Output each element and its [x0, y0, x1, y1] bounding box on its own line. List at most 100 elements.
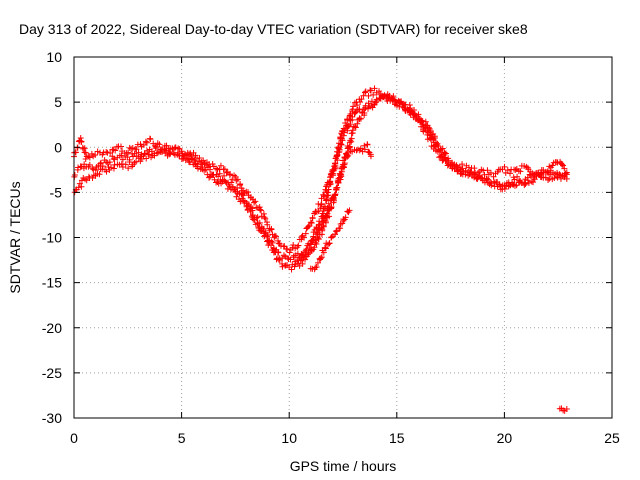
data-point [328, 234, 335, 241]
data-point [178, 148, 185, 155]
data-point [130, 153, 137, 160]
data-point [390, 93, 397, 100]
data-point [330, 195, 337, 202]
data-point [240, 192, 247, 199]
x-tick-label: 0 [70, 430, 78, 446]
data-point [264, 221, 271, 228]
data-point [223, 169, 230, 176]
data-point [554, 171, 561, 178]
data-point [78, 138, 85, 145]
data-point [318, 200, 325, 207]
data-point [415, 116, 422, 123]
data-point [346, 144, 353, 151]
data-point [362, 88, 369, 95]
data-point [301, 234, 308, 241]
data-point [349, 106, 356, 113]
data-point [325, 192, 332, 199]
data-point [346, 207, 353, 214]
data-point [251, 216, 258, 223]
data-point [517, 168, 524, 175]
data-point [289, 244, 296, 251]
data-point [241, 199, 248, 206]
data-point [112, 147, 119, 154]
data-point [341, 161, 348, 168]
y-tick-label: -5 [50, 184, 63, 200]
data-point [358, 96, 365, 103]
series-track-e [307, 207, 353, 273]
data-point [97, 159, 104, 166]
data-point [275, 256, 282, 263]
data-point [254, 214, 261, 221]
data-point [305, 223, 312, 230]
data-point [313, 240, 320, 247]
data-point [78, 183, 85, 190]
data-point [195, 165, 202, 172]
x-tick-label: 15 [389, 430, 405, 446]
y-tick-label: 0 [54, 139, 62, 155]
data-point [82, 155, 89, 162]
data-point [321, 193, 328, 200]
data-point [280, 252, 287, 259]
data-point [442, 150, 449, 157]
data-point [334, 157, 341, 164]
data-point [423, 127, 430, 134]
data-point [488, 182, 495, 189]
data-point [561, 165, 568, 172]
data-point [471, 165, 478, 172]
series-track-c [71, 91, 570, 273]
data-point [483, 175, 490, 182]
data-point [331, 231, 338, 238]
data-point [234, 190, 241, 197]
data-point [459, 171, 466, 178]
data-point [117, 143, 124, 150]
data-point [313, 264, 320, 271]
data-point [507, 170, 514, 177]
data-point [317, 255, 324, 262]
data-point [226, 183, 233, 190]
data-point [103, 149, 110, 156]
data-point [327, 180, 334, 187]
data-point [334, 184, 341, 191]
data-point [487, 179, 494, 186]
data-point [318, 254, 325, 261]
data-point [438, 152, 445, 159]
data-point [411, 111, 418, 118]
data-point [110, 165, 117, 172]
data-point [143, 155, 150, 162]
data-point [365, 92, 372, 99]
data-point [209, 171, 216, 178]
data-point [140, 141, 147, 148]
data-point [332, 160, 339, 167]
data-point [267, 242, 274, 249]
y-tick-label: -25 [42, 365, 62, 381]
data-point [125, 165, 132, 172]
data-point [462, 167, 469, 174]
data-point [302, 251, 309, 258]
data-point [504, 167, 511, 174]
data-point [166, 151, 173, 158]
data-point [138, 156, 145, 163]
data-point [491, 183, 498, 190]
data-point [524, 174, 531, 181]
data-point [362, 89, 369, 96]
data-point [109, 153, 116, 160]
data-point [400, 102, 407, 109]
data-point [453, 163, 460, 170]
data-point [110, 155, 117, 162]
data-point [369, 104, 376, 111]
data-point [184, 149, 191, 156]
data-point [350, 103, 357, 110]
data-point [140, 152, 147, 159]
data-point [364, 141, 371, 148]
data-point [501, 163, 508, 170]
data-point [367, 87, 374, 94]
data-point [279, 263, 286, 270]
data-point [286, 249, 293, 256]
data-points [70, 85, 570, 414]
data-point [284, 254, 291, 261]
series-outlier [556, 405, 570, 414]
data-point [345, 116, 352, 123]
data-point [339, 220, 346, 227]
data-point [322, 245, 329, 252]
